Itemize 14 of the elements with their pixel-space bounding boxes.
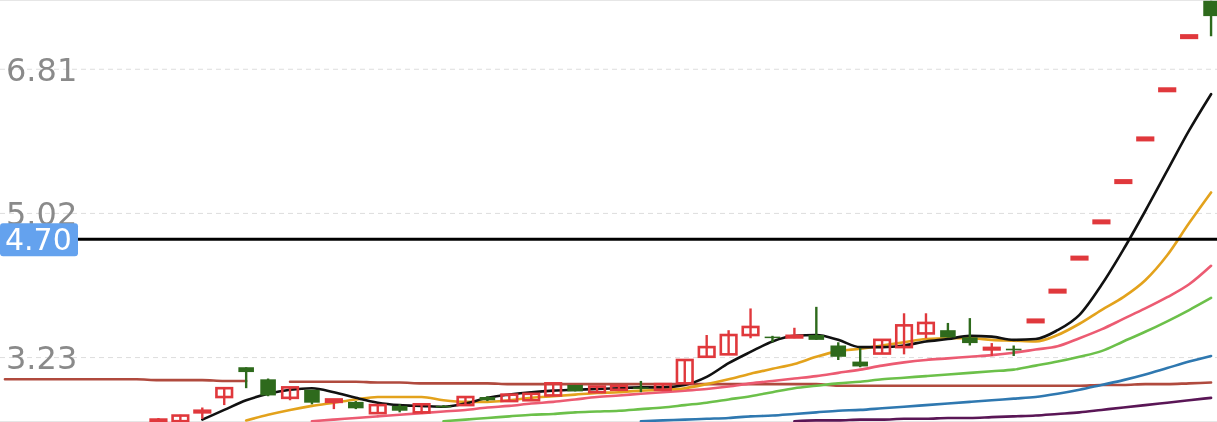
y-tick-label: 3.23 (6, 339, 78, 378)
line-series (793, 396, 1213, 422)
line-series (310, 264, 1213, 422)
candlestick (697, 333, 716, 359)
candlestick (808, 305, 825, 342)
y-tick-label: 6.81 (6, 50, 78, 89)
candlestick (675, 358, 694, 385)
line-series (442, 296, 1213, 422)
candlestick (741, 307, 760, 340)
candlestick (435, 403, 452, 409)
candlestick (719, 328, 738, 356)
line-series (639, 354, 1213, 422)
candlestick (894, 312, 914, 356)
candlestick (916, 312, 936, 340)
